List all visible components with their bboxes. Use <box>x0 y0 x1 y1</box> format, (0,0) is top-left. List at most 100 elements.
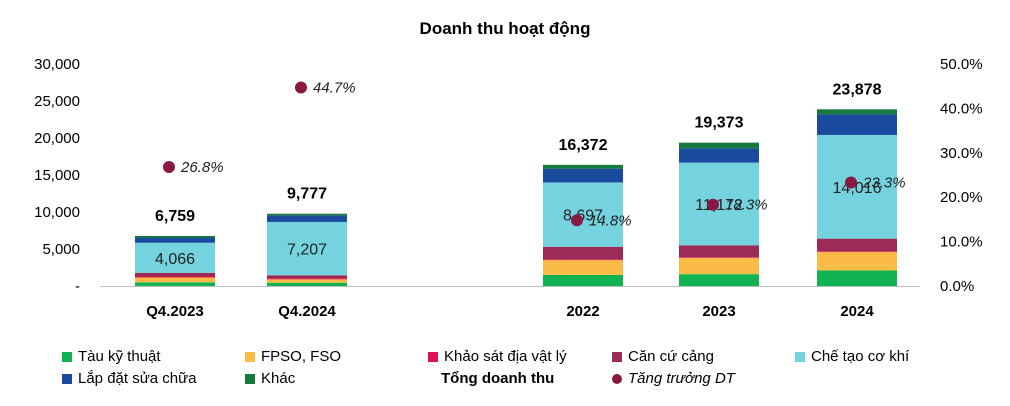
bar-segment <box>135 242 215 273</box>
y-left-tick-label: 25,000 <box>34 93 80 110</box>
legend: Tàu kỹ thuật FPSO, FSO Khảo sát địa vật … <box>62 348 1002 398</box>
bar-segment <box>267 275 347 279</box>
bar-segment <box>267 213 347 216</box>
segment-value-label: 4,066 <box>155 251 195 268</box>
x-category-label: 2023 <box>702 303 735 320</box>
total-label: 16,372 <box>559 137 608 154</box>
legend-item-tang-truong: Tăng trưởng DT <box>612 370 735 387</box>
y-left-tick-label: 15,000 <box>34 167 80 184</box>
bar-segment <box>135 282 215 286</box>
legend-label: FPSO, FSO <box>261 348 342 365</box>
y-left-tick-label: 5,000 <box>42 241 80 258</box>
x-category-label: 2024 <box>840 303 874 320</box>
bar-segment <box>817 251 897 271</box>
growth-label: 14.8% <box>589 212 632 229</box>
bar-segment <box>135 235 215 238</box>
legend-swatch <box>795 351 805 362</box>
bar-segment <box>543 246 623 260</box>
bar-segment <box>543 259 623 261</box>
bar-segment <box>543 164 623 169</box>
bar-segment <box>135 277 215 283</box>
y-left-tick-label: - <box>75 278 80 295</box>
legend-label: Căn cứ cảng <box>628 348 714 365</box>
legend-label: Tăng trưởng DT <box>628 370 735 387</box>
legend-label: Khác <box>261 370 296 387</box>
growth-label: 44.7% <box>313 80 356 97</box>
growth-marker <box>845 176 857 189</box>
bar-segment <box>543 274 623 286</box>
bar-segment <box>817 270 897 286</box>
legend-swatch <box>612 351 622 362</box>
growth-label: 26.8% <box>180 159 224 176</box>
x-category-label: 2022 <box>566 303 599 320</box>
bar-segment <box>135 237 215 243</box>
total-label: 9,777 <box>287 186 327 203</box>
y-right-tick-label: 40.0% <box>940 100 983 117</box>
growth-label: 18.3% <box>725 197 768 214</box>
bar-segment <box>543 182 623 247</box>
segment-value-label: 11,172 <box>695 197 743 214</box>
growth-marker <box>571 214 583 227</box>
bar-segment <box>817 134 897 239</box>
segment-value-label: 7,207 <box>287 242 327 259</box>
bar-segment <box>817 109 897 115</box>
bar-segment <box>817 251 897 252</box>
legend-item-can-cu-cang: Căn cứ cảng <box>612 348 714 365</box>
legend-label: Lắp đặt sửa chữa <box>78 370 197 387</box>
bar-segment <box>543 260 623 275</box>
bar-segment <box>679 148 759 163</box>
bar-segment <box>267 215 347 222</box>
chart-title: Doanh thu hoạt động <box>420 19 591 38</box>
legend-swatch <box>428 351 438 362</box>
bar-segment <box>135 272 215 277</box>
legend-item-khac: Khác <box>245 370 295 387</box>
bar-segment <box>817 114 897 135</box>
bar-segment <box>679 257 759 258</box>
legend-label: Chế tạo cơ khí <box>811 348 910 365</box>
legend-swatch <box>62 373 72 384</box>
legend-item-tau-ky-thuat: Tàu kỹ thuật <box>62 348 161 365</box>
bar-segment <box>135 276 215 278</box>
legend-item-khao-sat: Khảo sát địa vật lý <box>428 348 567 365</box>
legend-item-lap-dat-sua-chua: Lắp đặt sửa chữa <box>62 370 197 387</box>
legend-label: Tổng doanh thu <box>441 370 555 387</box>
legend-item-che-tao-co-khi: Chế tạo cơ khí <box>795 348 909 365</box>
stacked-revenue-chart: Doanh thu hoạt động - 5,000 10,000 15,000 20,… <box>34 19 983 320</box>
legend-item-fpso-fso: FPSO, FSO <box>245 348 341 365</box>
legend-swatch <box>245 373 255 384</box>
y-left-tick-label: 10,000 <box>34 204 80 221</box>
y-right-tick-label: 20.0% <box>940 189 983 206</box>
legend-marker <box>612 373 622 384</box>
growth-marker <box>707 198 719 211</box>
segment-value-label: 14,016 <box>833 180 882 197</box>
y-left-tick-label: 20,000 <box>34 130 80 147</box>
x-category-label: Q4.2023 <box>146 303 204 320</box>
bar-segment <box>679 162 759 246</box>
total-label: 6,759 <box>155 208 195 225</box>
bar-segment <box>543 168 623 183</box>
y-right-tick-label: 10.0% <box>940 234 983 251</box>
legend-swatch <box>62 351 72 362</box>
total-label: 23,878 <box>833 81 882 98</box>
legend-item-tong-doanh-thu: Tổng doanh thu <box>441 370 554 387</box>
bar-segment <box>817 238 897 252</box>
y-right-tick-label: 30.0% <box>940 145 983 162</box>
legend-label: Khảo sát địa vật lý <box>444 348 567 365</box>
growth-marker <box>163 161 175 174</box>
growth-label: 23.3% <box>862 175 906 192</box>
y-right-tick-label: 0.0% <box>940 278 974 295</box>
bar-segment <box>679 142 759 149</box>
bar-segment <box>267 282 347 286</box>
bar-segment <box>267 221 347 276</box>
growth-marker <box>295 81 307 94</box>
bar-segment <box>267 278 347 280</box>
legend-swatch <box>245 351 255 362</box>
y-left-tick-label: 30,000 <box>34 56 80 73</box>
bar-segment <box>267 279 347 283</box>
total-label: 19,373 <box>695 115 744 132</box>
bar-segment <box>679 257 759 275</box>
bar-segment <box>679 245 759 258</box>
y-right-tick-label: 50.0% <box>940 56 983 73</box>
x-category-label: Q4.2024 <box>278 303 336 320</box>
bar-segment <box>679 274 759 286</box>
